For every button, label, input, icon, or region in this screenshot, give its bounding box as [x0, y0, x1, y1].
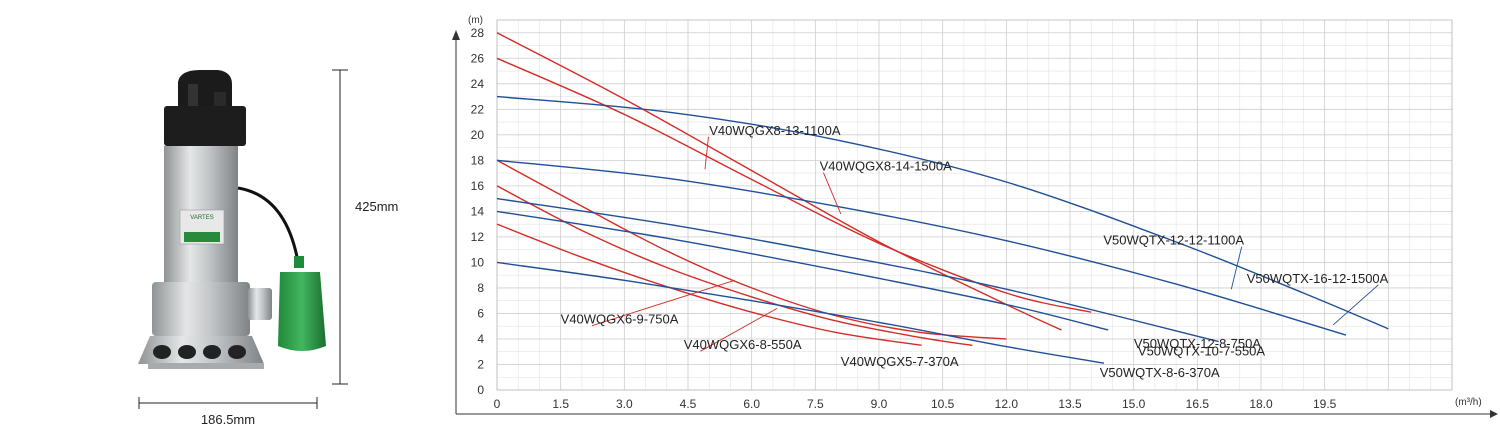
x-axis-unit: (m³/h) [1455, 397, 1482, 408]
x-tick-label: 16.5 [1186, 397, 1210, 411]
leader-line-v40wqgx8-13-1100a [704, 136, 709, 170]
series-line-v40wqgx6-9-750a [496, 159, 1007, 340]
width-label: 186.5mm [201, 412, 255, 427]
y-tick-label: 22 [471, 102, 485, 116]
y-tick-label: 0 [477, 383, 484, 397]
series-line-v50wqtx-16-12-1500a [496, 95, 1389, 330]
series-lines [496, 32, 1389, 364]
x-tick-label: 4.5 [680, 397, 697, 411]
y-tick-label: 12 [471, 230, 485, 244]
plot-frame [496, 19, 1453, 391]
series-label-v50wqtx-12-12-1100a: V50WQTX-12-12-1100A [1103, 233, 1244, 248]
height-label: 425mm [355, 199, 398, 214]
y-tick-label: 24 [471, 77, 485, 91]
series-line-v50wqtx-12-12-1100a [496, 159, 1347, 336]
x-tick-label: 10.5 [931, 397, 955, 411]
series-line-v40wqgx5-7-370a [496, 223, 922, 346]
width-dimension: 186.5mm [138, 397, 318, 427]
series-label-v50wqtx-16-12-1500a: V50WQTX-16-12-1500A [1247, 271, 1389, 286]
grid-minor [496, 19, 1453, 391]
series-line-v50wqtx-10-7-550a [496, 210, 1109, 331]
x-tick-labels: 0 1.5 3.0 4.5 6.0 7.5 9.0 10.5 12.0 13.5 15.0 16.5 1… [494, 397, 1337, 411]
leader-line-v50wqtx-12-12-1100a [1230, 246, 1243, 290]
series-line-v50wqtx-12-8-750a [496, 197, 1219, 343]
pump-illustration: VARTES 425mm 186.5mm [138, 69, 398, 427]
x-tick-label: 7.5 [807, 397, 824, 411]
leader-line-v40wqgx8-14-1500a [822, 172, 842, 215]
y-tick-label: 16 [471, 179, 485, 193]
brand-text: VARTES [190, 215, 213, 221]
series-label-v40wqgx8-13-1100a: V40WQGX8-13-1100A [709, 123, 841, 138]
x-tick-label: 12.0 [995, 397, 1019, 411]
series-labels: V40WQGX8-13-1100A V40WQGX8-14-1500A V40WQG… [561, 123, 1389, 380]
leader-line-v50wqtx-16-12-1500a [1332, 284, 1379, 326]
y-tick-label: 8 [477, 281, 484, 295]
pump-top [164, 70, 246, 146]
y-tick-label: 10 [471, 255, 485, 269]
x-tick-label: 1.5 [552, 397, 569, 411]
y-tick-label: 20 [471, 128, 485, 142]
grid-major [496, 20, 1453, 391]
y-axis-unit: (m) [468, 15, 483, 26]
y-axis-arrow [452, 30, 460, 40]
series-label-v40wqgx8-14-1500a: V40WQGX8-14-1500A [820, 159, 953, 174]
x-tick-label: 15.0 [1122, 397, 1146, 411]
x-tick-label: 6.0 [743, 397, 760, 411]
y-tick-label: 4 [477, 332, 484, 346]
height-dimension: 425mm [332, 69, 398, 385]
series-label-v40wqgx5-7-370a: V40WQGX5-7-370A [841, 354, 959, 369]
series-label-v50wqtx-8-6-370a: V50WQTX-8-6-370A [1100, 365, 1220, 380]
x-tick-label: 3.0 [616, 397, 633, 411]
series-label-v50wqtx-12-8-750a: V50WQTX-12-8-750A [1134, 336, 1261, 351]
y-tick-label: 6 [477, 306, 484, 320]
leader-line-v40wqgx6-8-550a [700, 307, 778, 352]
axes [452, 19, 1498, 418]
x-tick-label: 18.0 [1249, 397, 1273, 411]
series-label-v50wqtx-10-7-550a: V50WQTX-10-7-550A [1138, 344, 1265, 359]
y-tick-label: 26 [471, 51, 485, 65]
y-tick-label: 2 [477, 357, 484, 371]
y-tick-label: 14 [471, 204, 485, 218]
pump-body: VARTES [138, 146, 272, 369]
x-tick-label: 9.0 [871, 397, 888, 411]
x-tick-label: 13.5 [1058, 397, 1082, 411]
series-line-v40wqgx8-14-1500a [496, 32, 1062, 331]
y-tick-label: 28 [471, 26, 485, 40]
x-tick-label: 19.5 [1313, 397, 1337, 411]
series-label-v40wqgx6-8-550a: V40WQGX6-8-550A [684, 337, 802, 352]
y-tick-label: 18 [471, 153, 485, 167]
leader-line-v40wqgx6-9-750a [591, 279, 735, 327]
series-line-v40wqgx6-8-550a [496, 185, 973, 346]
series-line-v50wqtx-8-6-370a [496, 261, 1105, 364]
x-tick-label: 0 [494, 397, 501, 411]
series-label-v40wqgx6-9-750a: V40WQGX6-9-750A [561, 312, 679, 327]
x-axis-arrow [1490, 410, 1498, 418]
float-switch [237, 186, 326, 351]
